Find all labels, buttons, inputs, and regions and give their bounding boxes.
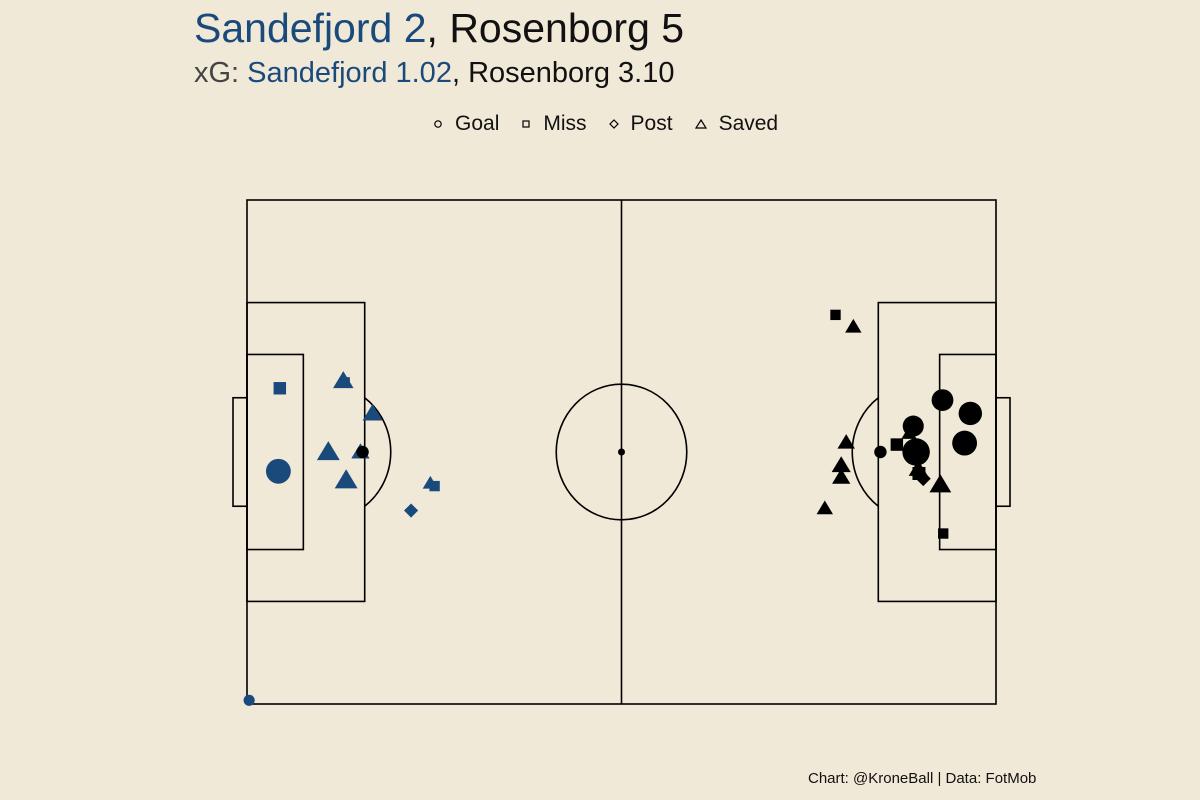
chart-subtitle: xG: Sandefjord 1.02, Rosenborg 3.10 [194,54,674,92]
subtitle-home: Sandefjord 1.02 [247,57,452,89]
shots [243,309,983,706]
shot-rosenborg-11 [902,438,930,466]
legend: Goal Miss Post Saved [433,112,800,136]
shot-rosenborg-12 [831,456,851,473]
shot-rosenborg-4 [958,401,983,426]
shot-sandefjord-9 [429,480,440,492]
diamond-icon [608,119,619,129]
square-icon [522,120,530,128]
shot-rosenborg-6 [901,426,917,439]
penalty-arc-left [364,397,392,507]
penalty-area-left [246,301,366,603]
shot-rosenborg-3 [931,389,954,412]
legend-label-saved: Saved [718,112,779,135]
shot-rosenborg-1 [830,309,841,321]
subtitle-separator: , [451,57,469,89]
legend-label-miss: Miss [543,112,587,135]
pitch-lines [232,199,1011,705]
shot-rosenborg-9 [890,438,904,451]
shot-sandefjord-1 [265,458,291,484]
circle-icon [434,120,442,128]
legend-item-saved: Saved [694,112,779,136]
penalty-area-right [877,301,997,603]
legend-item-miss: Miss [521,112,587,136]
chart-title: Sandefjord 2, Rosenborg 5 [194,4,684,52]
triangle-icon [694,119,707,129]
title-away: Rosenborg 5 [449,5,685,51]
shot-rosenborg-2 [845,318,862,333]
shot-rosenborg-15 [832,468,851,484]
legend-item-post: Post [608,112,673,136]
shot-sandefjord-3 [339,377,350,388]
legend-label-post: Post [630,112,673,135]
shot-rosenborg-17 [929,474,952,493]
legend-label-goal: Goal [455,112,500,135]
title-separator: , [426,5,450,51]
subtitle-away: Rosenborg 3.10 [468,57,675,89]
shot-sandefjord-4 [362,404,383,421]
shot-rosenborg-18 [816,500,834,515]
legend-item-goal: Goal [433,112,499,136]
caption: Chart: @KroneBall | Data: FotMob [808,770,1037,787]
shot-sandefjord-11 [243,694,255,706]
shot-rosenborg-7 [952,430,978,456]
shot-sandefjord-7 [334,469,358,489]
shot-rosenborg-0 [356,445,369,459]
center-spot [618,448,625,456]
shot-sandefjord-5 [316,441,340,461]
shot-sandefjord-0 [273,382,287,395]
goal-left [232,396,248,508]
shot-sandefjord-10 [403,503,419,518]
subtitle-prefix: xG: [194,57,248,89]
shot-rosenborg-10 [874,445,887,459]
goal-right [995,396,1011,508]
center-circle [555,383,688,521]
title-home: Sandefjord 2 [194,5,427,51]
penalty-arc-right [851,397,879,507]
shot-rosenborg-8 [837,434,855,449]
shot-rosenborg-19 [938,528,949,539]
shot-rosenborg-16 [915,471,931,487]
